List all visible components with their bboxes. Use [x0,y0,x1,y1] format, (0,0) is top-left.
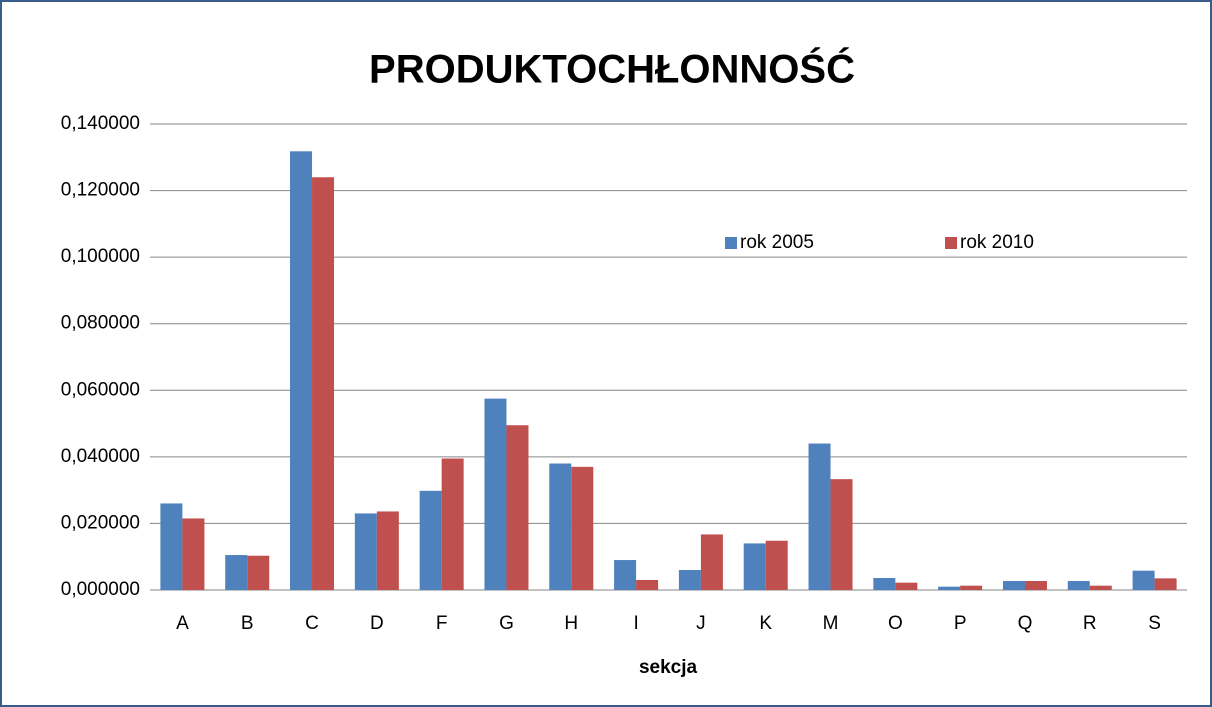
bar [506,425,529,590]
chart-title: PRODUKTOCHŁONNOŚĆ [369,46,855,92]
bar [830,479,853,590]
x-tick-label: O [888,613,903,634]
bar [636,580,659,590]
bar [1067,581,1090,590]
bar [678,570,701,590]
bar [960,585,983,590]
bar [743,543,766,590]
x-tick-label: H [564,613,578,634]
bar [614,560,637,590]
x-tick-label: Q [1018,613,1033,634]
x-tick-label: M [823,613,839,634]
bar [247,555,270,590]
bar [765,540,788,590]
y-tick-label: 0,060000 [61,379,140,400]
y-tick-label: 0,020000 [61,512,140,533]
bar [290,151,313,590]
x-tick-label: F [436,613,448,634]
x-tick-label: R [1083,613,1097,634]
x-axis-title: sekcja [639,657,698,678]
bar [354,513,377,590]
x-tick-label: J [696,613,706,634]
bar [160,503,183,590]
x-tick-label: K [759,613,772,634]
bar [376,511,399,590]
y-tick-label: 0,040000 [61,446,140,467]
bar [484,398,507,590]
x-tick-label: A [176,613,189,634]
bar [873,578,896,590]
bar [808,443,831,590]
bar [1132,570,1155,590]
bar [1024,581,1047,590]
bar [441,458,464,590]
legend-swatch [725,237,737,249]
bar [700,534,723,590]
y-tick-label: 0,000000 [61,579,140,600]
legend-swatch [945,237,957,249]
bar [419,490,442,590]
y-tick-label: 0,100000 [61,246,140,267]
y-tick-label: 0,120000 [61,180,140,201]
bar [1002,581,1025,590]
bar [571,466,594,590]
x-tick-label: B [241,613,254,634]
y-tick-label: 0,140000 [61,113,140,134]
bar [895,582,918,590]
bar [1154,578,1177,590]
bar [549,463,572,590]
x-tick-label: G [499,613,514,634]
bar [225,555,248,590]
bar [312,177,335,590]
legend-label: rok 2010 [960,232,1034,253]
legend-label: rok 2005 [740,232,814,253]
bar [938,586,961,590]
x-tick-label: I [633,613,638,634]
x-tick-label: C [305,613,319,634]
x-tick-label: S [1148,613,1161,634]
x-tick-label: P [954,613,967,634]
y-tick-label: 0,080000 [61,313,140,334]
bar [1089,585,1112,590]
bar [182,518,205,590]
x-tick-label: D [370,613,384,634]
